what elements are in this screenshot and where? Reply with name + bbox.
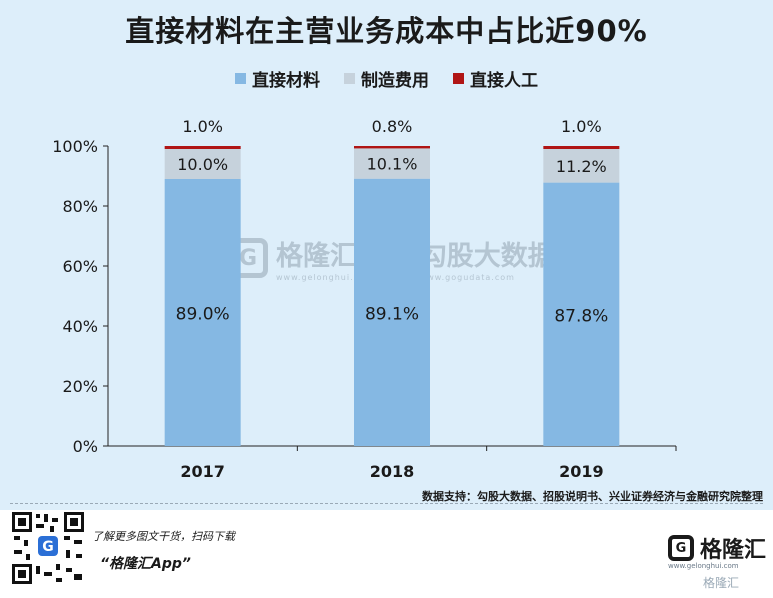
y-tick-label: 60% [62, 257, 98, 276]
qr-code-icon[interactable]: G [10, 510, 86, 586]
gelonghui-logo-icon: G [668, 535, 694, 561]
data-label: 10.1% [367, 155, 418, 174]
svg-text:G: G [42, 539, 54, 555]
watermark-brand-name: 格隆汇 [276, 241, 357, 272]
footer-brand-name: 格隆汇 [700, 538, 767, 563]
legend-swatch [235, 73, 246, 84]
bar-segment [543, 149, 620, 183]
data-label: 87.8% [554, 306, 608, 326]
bar-segment [543, 146, 620, 149]
data-label: 10.0% [177, 155, 228, 174]
corner-watermark: 格隆汇 [703, 576, 740, 590]
chart-title: 直接材料在主营业务成本中占比近90% [125, 14, 648, 48]
legend-swatch [344, 73, 355, 84]
promo-text: 了解更多图文干货，扫码下载 [92, 530, 235, 543]
watermark-partner-url: www.gogudata.com [419, 273, 515, 282]
watermark-partner: 勾股大数据 www.gogudata.com [420, 234, 555, 282]
data-label: 89.0% [176, 305, 230, 325]
source-note: 数据支持：勾股大数据、招股说明书、兴业证券经济与金融研究院整理 [422, 490, 763, 503]
legend-swatch [453, 73, 464, 84]
bar-segment [164, 149, 241, 179]
bar-segment [354, 146, 430, 149]
y-tick-label: 20% [62, 377, 98, 396]
legend-label: 制造费用 [361, 71, 429, 91]
legend-item-manufacturing-cost: 制造费用 [344, 66, 429, 91]
watermark-brand: 格隆汇 www.gelonghui.com [276, 234, 374, 282]
y-tick-label: 0% [73, 437, 98, 456]
watermark-partner-name: 勾股大数据 [419, 241, 555, 272]
y-tick-label: 40% [62, 317, 98, 336]
x-tick-label: 2017 [180, 462, 225, 481]
promo-app-name: “格隆汇App” [100, 556, 191, 572]
legend-label: 直接材料 [252, 71, 320, 91]
legend-label: 直接人工 [470, 71, 538, 91]
footer-brand: G 格隆汇 [668, 532, 766, 564]
data-label: 0.8% [372, 117, 413, 136]
stacked-bar-chart: 0% 20% 40% 60% 80% 100% 89.0% 10.0% 1.0% 2017 89.1… [52, 117, 677, 481]
watermark: G 格隆汇 www.gelonghui.com 勾股大数据 www.goguda… [228, 232, 555, 284]
x-tick-label: 2018 [370, 462, 415, 481]
bar-segment [543, 182, 620, 446]
legend: 直接材料 制造费用 直接人工 [0, 66, 773, 91]
watermark-brand-url: www.gelonghui.com [276, 273, 374, 282]
footer-divider [10, 503, 763, 504]
y-tick-label: 100% [52, 137, 98, 156]
x-tick-label: 2019 [559, 462, 604, 481]
data-label: 1.0% [561, 117, 602, 136]
bar-segment [354, 148, 430, 179]
bar-segment [354, 178, 430, 446]
legend-item-direct-labor: 直接人工 [453, 66, 538, 91]
bar-segment [164, 179, 241, 446]
y-tick-label: 80% [62, 197, 98, 216]
footer-brand-url: www.gelonghui.com [668, 562, 739, 570]
bar-segment [164, 146, 241, 149]
data-label: 89.1% [365, 304, 419, 324]
legend-item-direct-materials: 直接材料 [235, 66, 320, 91]
data-label: 1.0% [182, 117, 223, 136]
data-label: 11.2% [556, 157, 607, 176]
